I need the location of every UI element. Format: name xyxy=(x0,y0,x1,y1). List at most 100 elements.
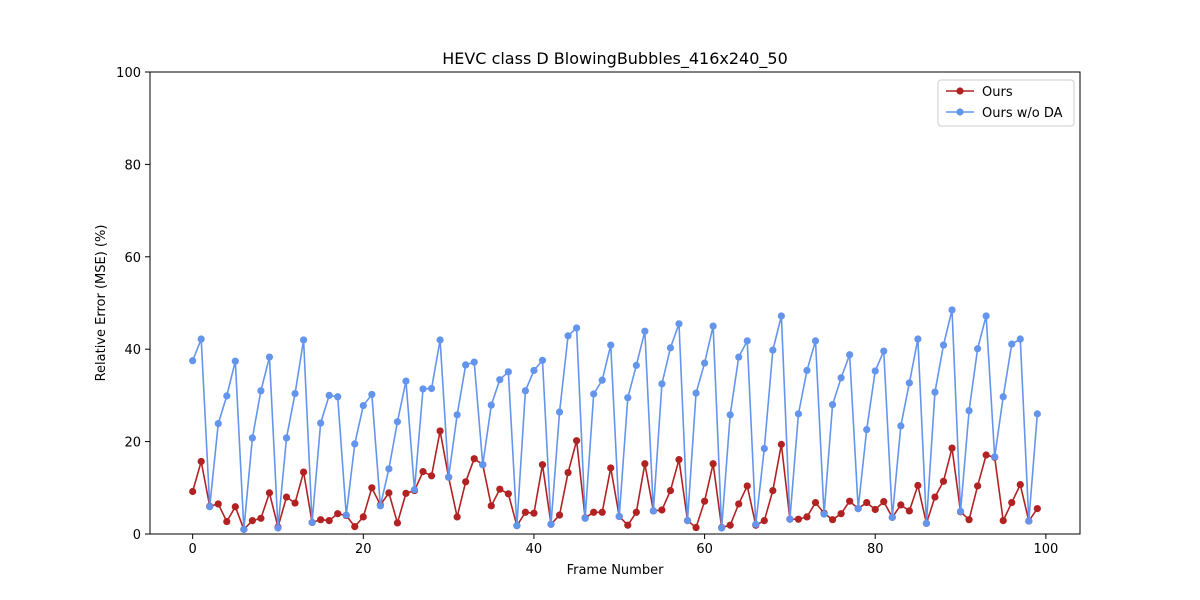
data-point xyxy=(666,486,675,495)
data-point xyxy=(427,472,436,480)
data-point xyxy=(794,410,803,418)
data-point xyxy=(863,425,871,434)
chart-title: HEVC class D BlowingBubbles_416x240_50 xyxy=(442,49,788,69)
data-point xyxy=(735,353,743,361)
data-point xyxy=(718,524,726,532)
data-point xyxy=(419,468,427,476)
data-point xyxy=(999,393,1007,401)
data-point xyxy=(445,473,453,481)
data-point xyxy=(760,444,768,453)
data-point xyxy=(538,461,547,469)
data-point xyxy=(1033,410,1041,418)
data-point xyxy=(846,351,854,359)
data-point xyxy=(496,376,504,384)
data-point xyxy=(573,324,581,332)
x-tick-label: 40 xyxy=(526,542,543,557)
data-point xyxy=(265,353,274,361)
data-point xyxy=(1008,340,1016,348)
data-point xyxy=(590,508,598,516)
data-point xyxy=(402,377,410,385)
data-point xyxy=(871,505,879,514)
data-point xyxy=(931,388,939,396)
data-point xyxy=(530,509,538,517)
data-point xyxy=(427,384,436,393)
data-point xyxy=(632,508,640,516)
data-point xyxy=(769,486,777,495)
data-point xyxy=(931,493,939,501)
legend-label: Ours xyxy=(982,85,1013,100)
data-point xyxy=(223,517,231,526)
data-point xyxy=(573,437,581,445)
data-point xyxy=(871,367,879,375)
x-tick-label: 60 xyxy=(696,542,713,557)
data-point xyxy=(282,434,291,442)
data-point xyxy=(939,341,948,349)
data-point xyxy=(828,516,837,524)
data-point xyxy=(248,517,256,525)
data-point xyxy=(658,380,666,388)
data-point xyxy=(214,500,222,508)
data-point xyxy=(760,517,768,525)
data-point xyxy=(769,346,777,354)
data-point xyxy=(794,515,803,523)
data-point xyxy=(956,507,965,515)
y-tick-label: 0 xyxy=(133,528,141,543)
data-point xyxy=(837,510,845,518)
data-point xyxy=(726,521,734,529)
data-point xyxy=(641,327,649,335)
data-point xyxy=(846,497,854,505)
y-tick-label: 80 xyxy=(124,158,141,173)
data-point xyxy=(649,507,657,515)
data-point xyxy=(189,357,197,365)
data-point xyxy=(206,503,214,511)
data-point xyxy=(666,344,675,352)
data-point xyxy=(897,422,905,430)
y-tick-label: 20 xyxy=(124,436,141,451)
data-point xyxy=(598,376,606,384)
data-point xyxy=(317,516,325,524)
data-point xyxy=(436,427,444,435)
data-point xyxy=(274,524,282,532)
x-tick-label: 0 xyxy=(189,542,197,557)
data-point xyxy=(965,407,973,415)
series-ours-wo-da xyxy=(189,306,1041,533)
data-point xyxy=(1033,504,1041,513)
data-point xyxy=(231,503,239,511)
legend: Ours Ours w/o DA xyxy=(937,79,1075,127)
data-point xyxy=(675,456,683,464)
data-point xyxy=(1016,335,1024,343)
data-point xyxy=(240,525,248,533)
data-point xyxy=(470,455,478,463)
x-tick-label: 20 xyxy=(355,542,372,557)
series-line xyxy=(191,309,1039,531)
data-point xyxy=(555,408,564,416)
data-point xyxy=(214,419,222,428)
data-point xyxy=(607,464,615,472)
data-point xyxy=(905,507,913,515)
data-point xyxy=(692,389,700,397)
data-point xyxy=(521,508,530,516)
data-point xyxy=(393,418,402,426)
data-point xyxy=(939,477,948,485)
data-point xyxy=(197,335,205,343)
data-point xyxy=(265,489,274,497)
data-point xyxy=(624,521,632,529)
x-axis-label: Frame Number xyxy=(567,563,665,578)
data-point xyxy=(974,345,982,353)
data-point xyxy=(598,508,606,516)
data-point xyxy=(325,391,333,399)
data-point xyxy=(726,411,734,419)
data-point xyxy=(487,401,495,409)
data-point xyxy=(905,379,913,387)
data-point xyxy=(223,392,231,400)
data-point xyxy=(914,335,922,343)
data-point xyxy=(615,512,623,521)
legend-marker xyxy=(956,108,964,116)
data-point xyxy=(820,510,828,518)
data-point xyxy=(880,347,888,355)
data-point xyxy=(965,516,973,524)
data-point xyxy=(991,453,999,461)
data-point xyxy=(837,374,845,382)
data-point xyxy=(385,465,393,473)
